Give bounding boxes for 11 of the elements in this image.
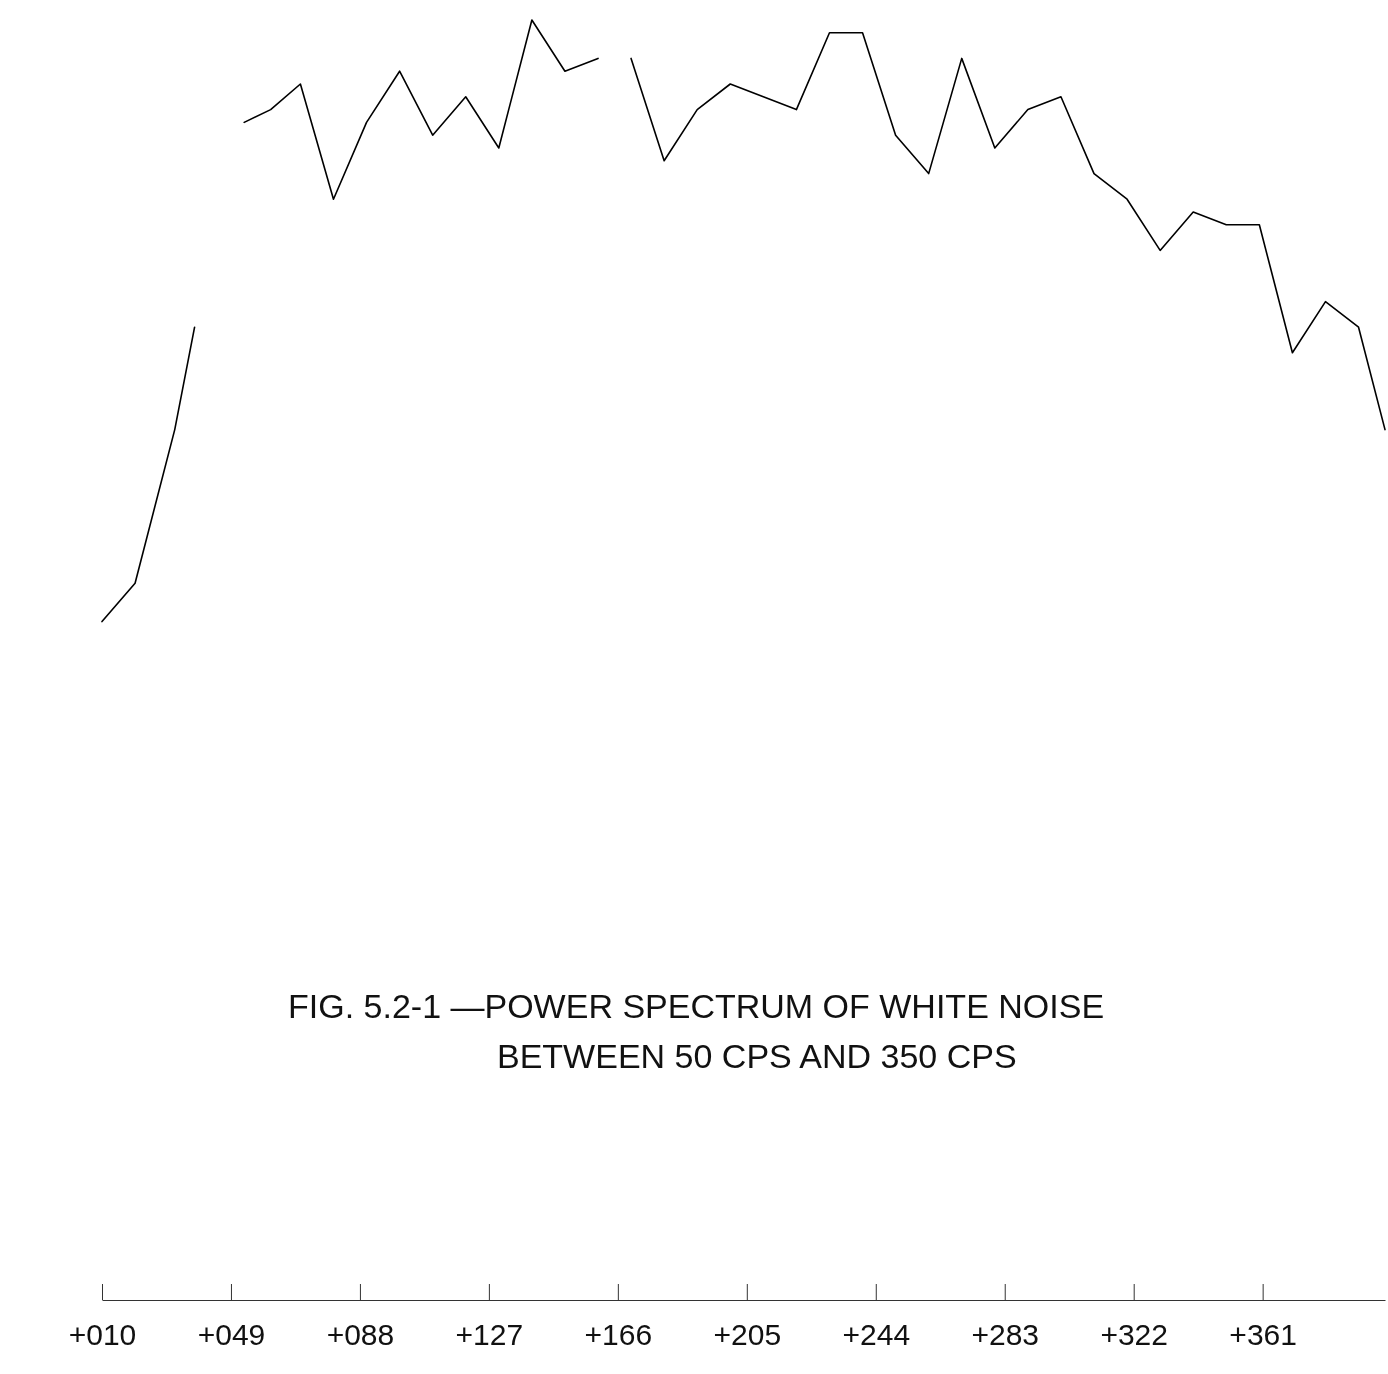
x-tick-label: +283 xyxy=(971,1318,1040,1351)
x-tick-label: +361 xyxy=(1229,1318,1297,1351)
x-tick-label: +166 xyxy=(584,1318,653,1351)
text: FIG. 5.2-1 —POWER SPECTRUM OF WHITE NOISE BETWEEN 50 CPS AND 350 CPS xyxy=(288,987,1105,1075)
x-tick-label: +049 xyxy=(197,1318,266,1351)
x-tick-label: +205 xyxy=(713,1318,782,1351)
x-tick-label: +244 xyxy=(842,1318,911,1351)
x-tick-label: +127 xyxy=(455,1318,524,1351)
x-tick-label: +010 xyxy=(68,1318,137,1351)
x-tick-label: +322 xyxy=(1100,1318,1168,1351)
x-tick-label: +088 xyxy=(326,1318,395,1351)
